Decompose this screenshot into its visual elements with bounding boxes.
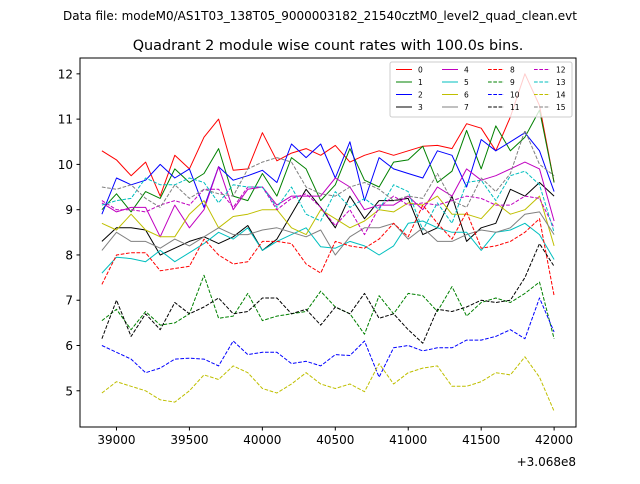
legend-label-0: 0 — [418, 65, 423, 74]
chart-title: Quadrant 2 module wise count rates with … — [133, 38, 524, 54]
legend-box — [389, 61, 573, 118]
series-line-0 — [101, 73, 555, 197]
series-line-6 — [101, 195, 555, 247]
series-line-9 — [101, 274, 555, 339]
series-line-8 — [101, 204, 555, 296]
y-tick-label: 6 — [65, 339, 73, 353]
legend-label-14: 14 — [556, 90, 566, 99]
series-line-2 — [101, 132, 555, 215]
legend-label-5: 5 — [464, 78, 469, 87]
y-tick-label: 7 — [65, 294, 73, 308]
x-tick-label: 40500 — [316, 433, 354, 447]
axes: 39000 39500 40000 40500 41000 41500 42000 5 6 7 8 9… — [58, 57, 577, 447]
figure-suptitle: Data file: modeM0/AS1T03_138T05_90000031… — [63, 9, 577, 23]
y-tick-label: 8 — [65, 248, 73, 262]
legend-label-6: 6 — [464, 90, 469, 99]
x-tick-label: 41000 — [389, 433, 427, 447]
legend-label-4: 4 — [464, 65, 469, 74]
legend-label-8: 8 — [510, 65, 515, 74]
legend-label-1: 1 — [418, 78, 423, 87]
y-tick-label: 12 — [58, 67, 73, 81]
series-line-13 — [101, 170, 555, 233]
axes-frame — [79, 57, 577, 428]
legend-label-7: 7 — [464, 103, 469, 112]
series-line-3 — [101, 182, 555, 256]
legend-label-3: 3 — [418, 103, 423, 112]
x-tick-label: 41500 — [462, 433, 500, 447]
series-line-1 — [101, 109, 555, 213]
y-tick-label: 10 — [58, 158, 73, 172]
series-line-7 — [101, 211, 555, 256]
series-line-14 — [101, 356, 555, 412]
x-tick-label: 39500 — [170, 433, 208, 447]
legend-label-15: 15 — [556, 103, 566, 112]
y-tick-label: 5 — [65, 384, 73, 398]
series-line-11 — [101, 243, 555, 344]
series-line-15 — [101, 129, 555, 208]
x-tick-label: 40000 — [243, 433, 281, 447]
y-tick-label: 9 — [65, 203, 73, 217]
legend-label-9: 9 — [510, 78, 515, 87]
series-line-4 — [101, 161, 555, 238]
series-line-12 — [101, 186, 555, 236]
legend-label-13: 13 — [556, 78, 566, 87]
y-tick-label: 11 — [58, 113, 73, 127]
x-offset-label: +3.068e8 — [517, 455, 576, 469]
legend-label-10: 10 — [510, 90, 520, 99]
series-line-10 — [101, 297, 555, 378]
legend-label-2: 2 — [418, 90, 423, 99]
x-tick-label: 39000 — [97, 433, 135, 447]
legend-label-11: 11 — [510, 103, 520, 112]
plot-area — [101, 73, 555, 412]
series-line-5 — [101, 220, 555, 274]
legend-label-12: 12 — [556, 65, 566, 74]
x-tick-label: 42000 — [535, 433, 573, 447]
